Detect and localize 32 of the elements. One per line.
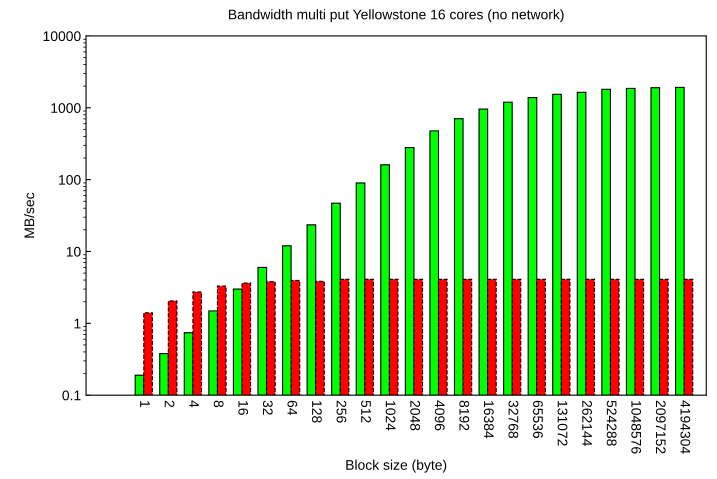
y-tick-label: 10 bbox=[66, 246, 81, 257]
x-tick-label: 8192 bbox=[459, 400, 470, 430]
x-tick-label: 16 bbox=[238, 401, 248, 415]
x-tick-label: 2048 bbox=[410, 400, 420, 430]
x-tick-label: 1 bbox=[140, 401, 150, 408]
x-tick-label: 64 bbox=[287, 400, 298, 416]
y-axis-title: MB/sec bbox=[24, 192, 34, 238]
x-tick-label: 131072 bbox=[558, 401, 568, 446]
y-tick-label: 100 bbox=[59, 174, 81, 185]
x-tick-label: 16384 bbox=[484, 401, 494, 438]
x-tick-label: 4194304 bbox=[680, 400, 690, 454]
y-tick-label: 0.1 bbox=[62, 390, 81, 400]
x-axis-title: Block size (byte) bbox=[346, 460, 446, 473]
x-tick-label: 256 bbox=[336, 400, 346, 423]
x-tick-label: 2097152 bbox=[656, 400, 666, 454]
x-tick-label: 512 bbox=[361, 400, 371, 423]
x-tick-label: 1048576 bbox=[631, 401, 642, 454]
x-tick-label: 8 bbox=[214, 400, 224, 408]
y-tick-label: 1000 bbox=[51, 103, 81, 113]
x-tick-label: 262144 bbox=[582, 400, 592, 446]
x-tick-label: 65536 bbox=[533, 400, 543, 438]
x-tick-label: 4 bbox=[189, 400, 199, 408]
x-tick-label: 4096 bbox=[434, 400, 445, 430]
x-tick-label: 524288 bbox=[606, 400, 617, 446]
x-tick-label: 32768 bbox=[508, 400, 518, 438]
x-tick-label: 1024 bbox=[386, 401, 396, 431]
chart-title: Bandwidth multi put Yellowstone 16 cores (no network) bbox=[228, 9, 564, 22]
x-tick-label: 2 bbox=[164, 400, 174, 408]
y-tick-label: 10000 bbox=[44, 31, 81, 42]
y-tick-label: 1 bbox=[74, 318, 80, 328]
x-tick-label: 128 bbox=[312, 401, 322, 423]
x-tick-label: 32 bbox=[262, 400, 273, 415]
